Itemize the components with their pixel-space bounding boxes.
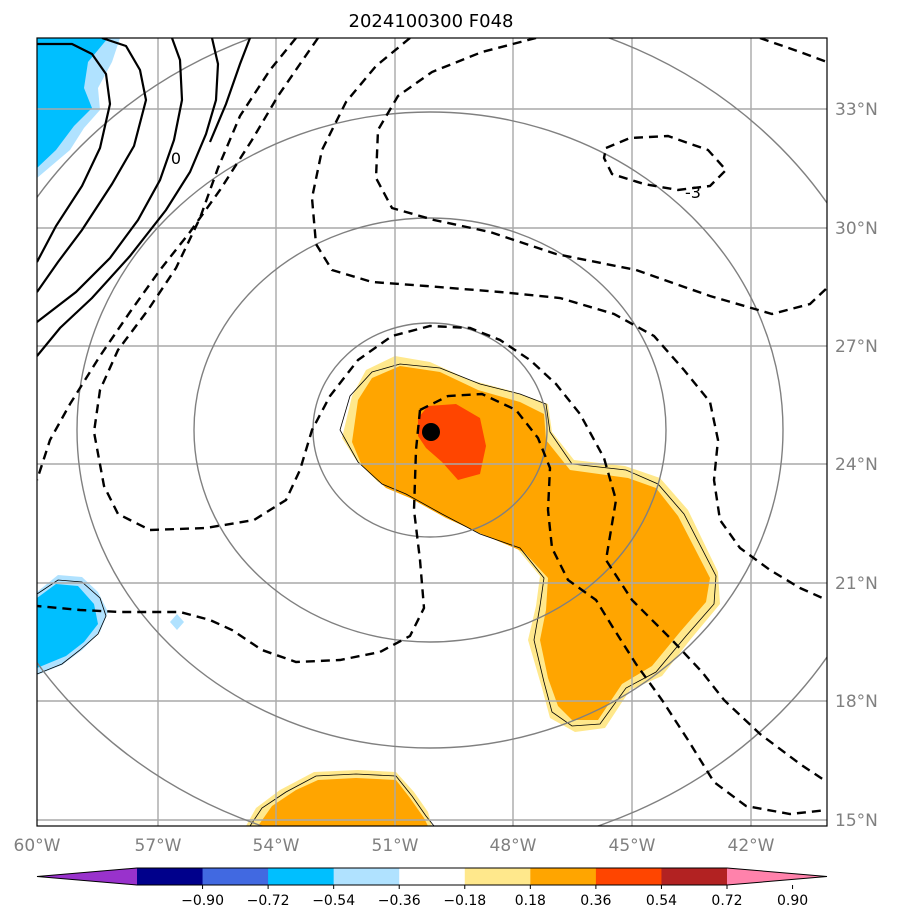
- positive-anomaly-orange-bottom: [258, 778, 428, 826]
- plot-title: 2024100300 F048: [349, 11, 514, 32]
- colorbar-segment: [595, 868, 662, 885]
- colorbar-segment: [333, 868, 400, 885]
- colorbar-tick-label: −0.72: [247, 893, 290, 909]
- lat-label-30n: 30°N: [835, 219, 878, 239]
- positive-anomaly-max: [418, 404, 486, 480]
- negative-anomaly-left: [37, 584, 98, 668]
- lon-label-48w: 48°W: [490, 836, 537, 856]
- contour-label-zero: 0: [171, 149, 181, 168]
- colorbar-extend-high: [727, 868, 827, 885]
- colorbar-tick-label: 0.90: [777, 893, 808, 909]
- small-negative-spot: [170, 614, 184, 630]
- colorbar-segment: [399, 868, 466, 885]
- colorbar-outline: [36, 867, 828, 886]
- lat-axis-labels: 33°N 30°N 27°N 24°N 21°N 18°N 15°N: [835, 100, 878, 831]
- solid-contours: [37, 38, 252, 357]
- lon-label-60w: 60°W: [14, 836, 61, 856]
- storm-center-dot: [422, 423, 440, 441]
- shading-layer: [37, 38, 720, 826]
- colorbar-segment: [202, 868, 269, 885]
- lon-label-45w: 45°W: [609, 836, 656, 856]
- gridlines: [37, 38, 827, 826]
- lat-label-27n: 27°N: [835, 337, 878, 357]
- colorbar-tick-label: −0.36: [378, 893, 421, 909]
- colorbar-extend-low: [37, 868, 137, 885]
- lat-label-15n: 15°N: [835, 811, 878, 831]
- contour-label-minus-three: -3: [685, 183, 701, 202]
- colorbar-tick-label: −0.18: [443, 893, 486, 909]
- negative-anomaly-top-left: [37, 38, 108, 168]
- colorbar-tick-label: 0.54: [646, 893, 677, 909]
- lat-label-21n: 21°N: [835, 574, 878, 594]
- colorbar-segment: [268, 868, 335, 885]
- map-frame: [36, 37, 828, 827]
- colorbar: −0.90 −0.72 −0.54 −0.36 −0.18 0.18 0.36 0.54 0.7…: [36, 867, 828, 909]
- colorbar-tick-label: 0.72: [711, 893, 742, 909]
- map-panel: 0 -3: [37, 38, 827, 826]
- colorbar-segment: [137, 868, 204, 885]
- lat-label-18n: 18°N: [835, 692, 878, 712]
- lon-label-57w: 57°W: [135, 836, 182, 856]
- lat-label-33n: 33°N: [835, 100, 878, 120]
- colorbar-tick-label: −0.54: [312, 893, 355, 909]
- colorbar-segment: [530, 868, 597, 885]
- lon-label-51w: 51°W: [372, 836, 419, 856]
- colorbar-tick-label: 0.36: [580, 893, 611, 909]
- lon-axis-labels: 60°W 57°W 54°W 51°W 48°W 45°W 42°W: [14, 836, 775, 856]
- lat-label-24n: 24°N: [835, 455, 878, 475]
- lon-label-54w: 54°W: [253, 836, 300, 856]
- colorbar-tick-label: −0.90: [181, 893, 224, 909]
- colorbar-tick-label: 0.18: [515, 893, 546, 909]
- dashed-contours: [37, 38, 827, 816]
- shading-outline: [37, 363, 717, 826]
- lon-label-42w: 42°W: [728, 836, 775, 856]
- colorbar-segment: [661, 868, 728, 885]
- colorbar-segment: [464, 868, 531, 885]
